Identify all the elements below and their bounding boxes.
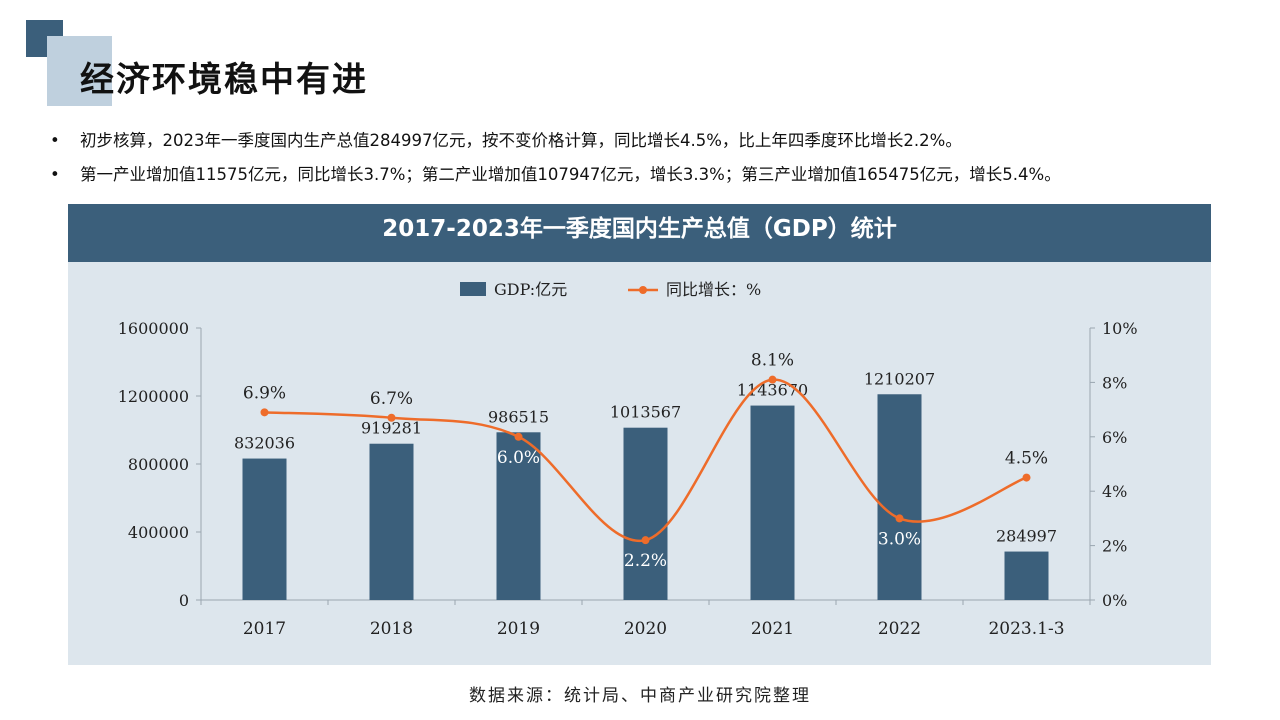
gdp-bar (242, 458, 287, 600)
chart-panel: 2017-2023年一季度国内生产总值（GDP）统计 0 400000 800000… (68, 204, 1211, 665)
gdp-bar (877, 394, 922, 600)
growth-rate-point (387, 413, 396, 422)
y-left-tick-label: 1200000 (118, 387, 189, 406)
legend-growth-swatch-dot (639, 286, 647, 294)
x-tick-label: 2020 (624, 619, 667, 639)
y-right-tick-label: 0% (1102, 591, 1127, 610)
growth-rate-point (260, 408, 269, 417)
growth-rate-label: 6.9% (243, 383, 286, 403)
gdp-bar-value-label: 1210207 (864, 369, 935, 388)
growth-rate-point (1022, 473, 1031, 482)
gdp-bar-value-label: 1013567 (610, 403, 681, 422)
growth-rate-point (514, 432, 523, 441)
growth-rate-label: 4.5% (1005, 449, 1048, 469)
gdp-combo-chart: 0 400000 800000 1200000 1600000 0% 2% 4% 6% 8% 10%… (118, 280, 1138, 639)
gdp-bar-value-label: 986515 (488, 407, 549, 426)
growth-rate-label: 2.2% (624, 551, 667, 571)
y-right-tick-label: 2% (1102, 537, 1127, 556)
y-left-tick-label: 0 (179, 591, 189, 610)
page-title: 经济环境稳中有进 (80, 60, 368, 100)
bullet-item: • 第一产业增加值11575亿元，同比增长3.7%；第二产业增加值107947亿… (50, 158, 1270, 192)
bullet-text: 第一产业增加值11575亿元，同比增长3.7%；第二产业增加值107947亿元，… (80, 165, 1061, 184)
x-tick-label: 2022 (878, 619, 921, 639)
legend-gdp-label: GDP:亿元 (494, 280, 567, 299)
gdp-bar (369, 443, 414, 600)
x-tick-label: 2019 (497, 619, 540, 639)
legend-growth-label: 同比增长：% (666, 280, 761, 299)
gdp-bar (750, 405, 795, 600)
x-tick-label: 2021 (751, 619, 794, 639)
bullet-dot: • (50, 131, 60, 150)
gdp-bar-value-label: 832036 (234, 434, 295, 453)
title-decoration-light (47, 36, 112, 106)
growth-rate-point (768, 375, 777, 384)
growth-rate-point (895, 514, 904, 523)
gdp-bar (1004, 551, 1049, 600)
y-right-tick-label: 10% (1102, 319, 1138, 338)
bullet-dot: • (50, 165, 60, 184)
chart-title: 2017-2023年一季度国内生产总值（GDP）统计 (68, 204, 1211, 262)
x-tick-label: 2023.1-3 (988, 619, 1064, 639)
growth-rate-point (641, 536, 650, 545)
y-left-tick-label: 800000 (128, 455, 189, 474)
growth-rate-label: 3.0% (878, 529, 921, 549)
growth-rate-label: 6.0% (497, 448, 540, 468)
y-left-tick-label: 1600000 (118, 319, 189, 338)
x-tick-label: 2018 (370, 619, 413, 639)
gdp-bar (496, 432, 541, 600)
legend-gdp-swatch (460, 282, 486, 296)
growth-rate-label: 8.1% (751, 351, 794, 371)
gdp-bar-value-label: 284997 (996, 527, 1057, 546)
growth-rate-label: 6.7% (370, 389, 413, 409)
y-right-tick-label: 4% (1102, 482, 1127, 501)
y-right-tick-label: 6% (1102, 428, 1127, 447)
gdp-bar-value-label: 919281 (361, 419, 422, 438)
bullet-text: 初步核算，2023年一季度国内生产总值284997亿元，按不变价格计算，同比增长… (80, 131, 962, 150)
data-source-note: 数据来源：统计局、中商产业研究院整理 (469, 686, 811, 706)
y-right-tick-label: 8% (1102, 373, 1127, 392)
x-tick-label: 2017 (243, 619, 286, 639)
bullet-list: • 初步核算，2023年一季度国内生产总值284997亿元，按不变价格计算，同比… (50, 124, 1270, 192)
bullet-item: • 初步核算，2023年一季度国内生产总值284997亿元，按不变价格计算，同比… (50, 124, 1270, 158)
gdp-bar (623, 427, 668, 600)
y-left-tick-label: 400000 (128, 523, 189, 542)
